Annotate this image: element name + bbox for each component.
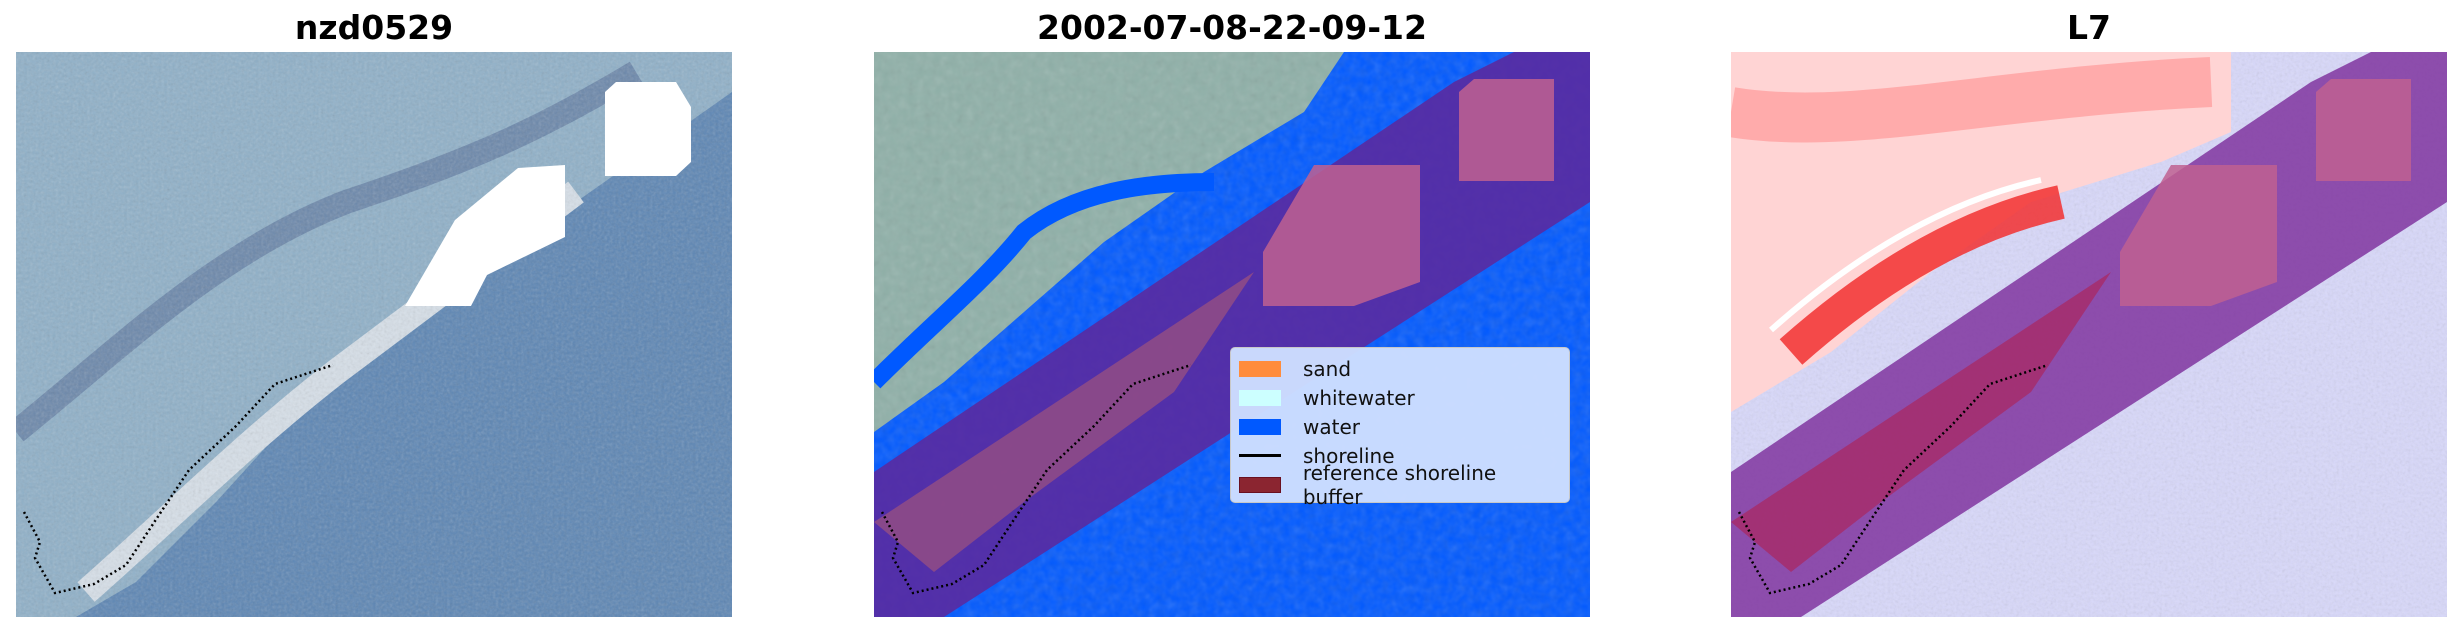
index-image-panel	[1726, 52, 2447, 617]
rgb-image-panel	[8, 52, 732, 617]
sand-class	[874, 272, 1254, 572]
legend-item-buffer: reference shoreline buffer	[1239, 461, 1561, 509]
beach-index	[1779, 185, 2065, 365]
legend-item-water: water	[1239, 412, 1561, 441]
shoreline	[880, 363, 1192, 595]
shoreline	[1737, 363, 2049, 595]
water-swatch	[1239, 418, 1281, 435]
legend-label: shoreline	[1303, 443, 1395, 468]
buffer-swatch	[1239, 476, 1281, 493]
sand-swatch	[1239, 360, 1281, 377]
legend-label: water	[1303, 414, 1360, 439]
panel-title-date: 2002-07-08-22-09-12	[1037, 8, 1427, 47]
cloud-mask	[405, 165, 565, 306]
shoreline-swatch	[1239, 454, 1281, 457]
legend: sand whitewater water shoreline referenc…	[1230, 347, 1570, 509]
legend-label: reference shoreline buffer	[1302, 460, 1497, 509]
panel-title-image-name: nzd0529	[294, 8, 454, 47]
legend-item-sand: sand	[1239, 354, 1561, 383]
legend-item-shoreline: shoreline	[1239, 441, 1561, 470]
classified-image-panel: sand whitewater water shoreline referenc…	[867, 52, 1590, 617]
panel-title-satellite: L7	[2067, 8, 2111, 47]
legend-label: whitewater	[1303, 385, 1415, 410]
sand-class	[1459, 79, 1554, 181]
sand-class	[1263, 165, 1420, 306]
cloud-mask	[605, 82, 691, 176]
whitewater-swatch	[1239, 389, 1281, 406]
legend-item-whitewater: whitewater	[1239, 383, 1561, 412]
legend-label: sand	[1303, 356, 1352, 381]
shoreline	[22, 363, 334, 595]
river-class	[867, 173, 1215, 389]
